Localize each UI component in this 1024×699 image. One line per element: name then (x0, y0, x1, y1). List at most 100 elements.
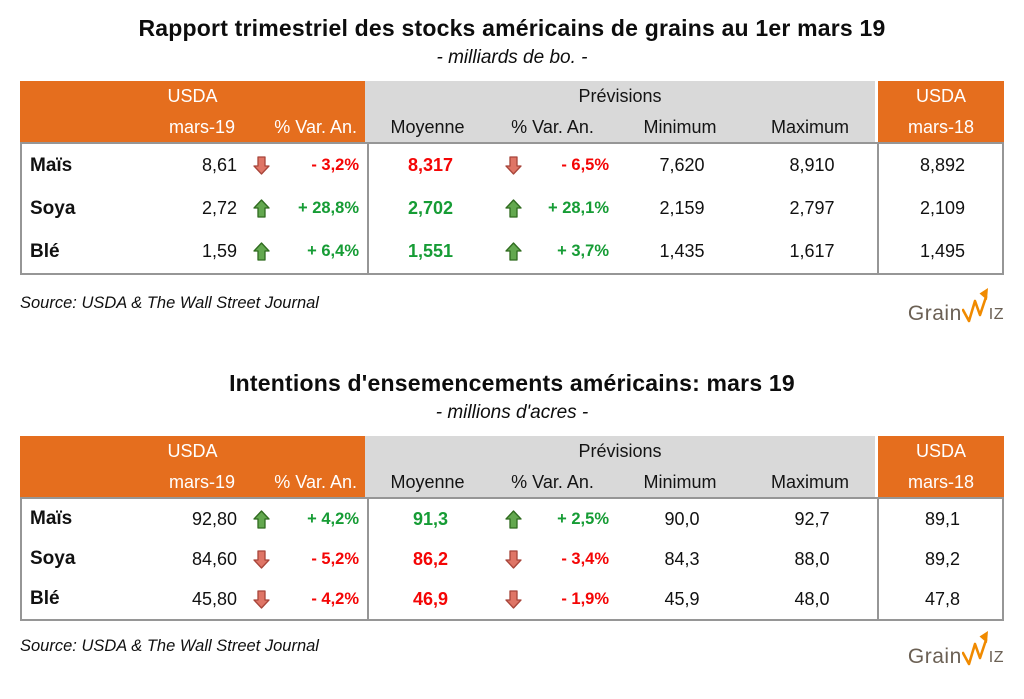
table-row: Blé 45,80 - 4,2% 46,9 - 1,9% 45,9 48,0 4… (22, 579, 1002, 619)
logo-zigzag-arrow-icon (961, 288, 988, 323)
header-col-moyenne: Moyenne (365, 112, 490, 142)
header-previsions: Prévisions (365, 436, 875, 467)
forecast-var-percent: + 3,7% (557, 242, 609, 260)
stocks-table: USDA Prévisions USDA mars-19 % Var. An. … (20, 81, 1004, 275)
logo-text-right: IZ (988, 306, 1004, 323)
usda-value: 1,59 (201, 241, 237, 261)
header-col-maximum: Maximum (745, 467, 875, 497)
arrow-down-icon (252, 549, 270, 569)
row-label: Blé (30, 240, 60, 262)
header-usda-right: USDA (875, 81, 1004, 112)
header-col-var-prev: % Var. An. (490, 467, 615, 497)
forecast-trend-arrow (492, 579, 534, 619)
row-label: Maïs (30, 508, 73, 529)
usda-trend-arrow (237, 579, 285, 619)
forecast-trend-arrow (492, 144, 534, 187)
grainwiz-logo: Grain IZ (908, 288, 1004, 324)
usda-trend-arrow (237, 144, 285, 187)
usda-value: 84,60 (191, 548, 237, 569)
header-col-var-prev: % Var. An. (490, 112, 615, 142)
forecast-mean: 1,551 (367, 230, 492, 273)
stocks-table-body: Maïs 8,61 - 3,2% 8,317 - 6,5% 7,620 8,91… (20, 142, 1004, 275)
forecast-minimum: 84,3 (664, 548, 700, 569)
row-label: Maïs (30, 154, 73, 176)
header-col-mars18: mars-18 (875, 112, 1004, 142)
table-row: Soya 2,72 + 28,8% 2,702 + 28,1% 2,159 2,… (22, 187, 1002, 230)
forecast-mean: 46,9 (367, 579, 492, 619)
logo-zigzag-arrow-icon (961, 631, 988, 666)
arrow-down-icon (504, 589, 522, 609)
usda-var-percent: + 6,4% (307, 242, 359, 260)
forecast-var-percent: - 6,5% (561, 156, 609, 174)
usda-trend-arrow (237, 187, 285, 230)
forecast-var-percent: - 3,4% (561, 549, 609, 568)
logo-text-left: Grain (907, 645, 962, 668)
forecast-minimum: 2,159 (659, 198, 705, 218)
table-row: Maïs 92,80 + 4,2% 91,3 + 2,5% 90,0 92,7 … (22, 499, 1002, 539)
forecast-trend-arrow (492, 230, 534, 273)
table-row: Maïs 8,61 - 3,2% 8,317 - 6,5% 7,620 8,91… (22, 144, 1002, 187)
page-title: Intentions d'ensemencements américains: … (229, 370, 795, 396)
forecast-mean: 2,702 (367, 187, 492, 230)
row-label: Blé (30, 588, 60, 609)
arrow-down-icon (504, 156, 522, 175)
usda-value: 8,61 (201, 155, 237, 175)
usda-prev-year-value: 8,892 (877, 144, 1006, 187)
usda-trend-arrow (237, 539, 285, 579)
arrow-down-icon (252, 156, 270, 175)
usda-prev-year-value: 2,109 (877, 187, 1006, 230)
forecast-trend-arrow (492, 187, 534, 230)
forecast-mean: 8,317 (367, 144, 492, 187)
forecast-minimum: 90,0 (664, 508, 700, 529)
header-col-maximum: Maximum (745, 112, 875, 142)
header-blank (20, 467, 130, 497)
top-padding (0, 0, 1024, 15)
forecast-maximum: 2,797 (789, 198, 835, 218)
table-row: Blé 1,59 + 6,4% 1,551 + 3,7% 1,435 1,617… (22, 230, 1002, 273)
table-row: Soya 84,60 - 5,2% 86,2 - 3,4% 84,3 88,0 … (22, 539, 1002, 579)
header-previsions: Prévisions (365, 81, 875, 112)
section-gap (0, 324, 1024, 370)
usda-value: 2,72 (201, 198, 237, 218)
unit-note: - millions d'acres - (435, 402, 589, 423)
header-col-var-an: % Var. An. (235, 467, 365, 497)
arrow-up-icon (504, 199, 522, 218)
arrow-down-icon (504, 549, 522, 569)
unit-note: - milliards de bo. - (436, 47, 588, 68)
logo-text-left: Grain (907, 302, 962, 325)
header-usda-left: USDA (20, 81, 365, 112)
forecast-mean: 86,2 (367, 539, 492, 579)
header-usda-right: USDA (875, 436, 1004, 467)
header-col-minimum: Minimum (615, 467, 745, 497)
header-col-minimum: Minimum (615, 112, 745, 142)
header-col-moyenne: Moyenne (365, 467, 490, 497)
header-usda-left: USDA (20, 436, 365, 467)
plantings-table: USDA Prévisions USDA mars-19 % Var. An. … (20, 436, 1004, 621)
row-label: Soya (30, 548, 76, 569)
arrow-down-icon (252, 589, 270, 609)
forecast-maximum: 1,617 (789, 241, 835, 261)
header-col-var-an: % Var. An. (235, 112, 365, 142)
plantings-table-header: USDA Prévisions USDA mars-19 % Var. An. … (20, 436, 1004, 497)
usda-prev-year-value: 1,495 (877, 230, 1006, 273)
logo-text-right: IZ (988, 649, 1004, 666)
arrow-up-icon (252, 199, 270, 218)
forecast-var-percent: + 2,5% (557, 509, 609, 528)
plantings-table-body: Maïs 92,80 + 4,2% 91,3 + 2,5% 90,0 92,7 … (20, 497, 1004, 621)
grainwiz-logo: Grain IZ (908, 631, 1004, 667)
forecast-trend-arrow (492, 499, 534, 539)
usda-trend-arrow (237, 499, 285, 539)
section-planting-intentions: Intentions d'ensemencements américains: … (0, 370, 1024, 667)
forecast-maximum: 88,0 (794, 548, 830, 569)
forecast-trend-arrow (492, 539, 534, 579)
forecast-maximum: 92,7 (794, 508, 830, 529)
forecast-mean: 91,3 (367, 499, 492, 539)
row-label: Soya (30, 197, 76, 219)
forecast-minimum: 45,9 (664, 588, 700, 609)
section-stocks-report: Rapport trimestriel des stocks américain… (0, 15, 1024, 324)
usda-trend-arrow (237, 230, 285, 273)
usda-var-percent: - 5,2% (311, 549, 359, 568)
forecast-var-percent: - 1,9% (561, 589, 609, 608)
forecast-maximum: 8,910 (789, 155, 835, 175)
forecast-var-percent: + 28,1% (547, 199, 609, 217)
